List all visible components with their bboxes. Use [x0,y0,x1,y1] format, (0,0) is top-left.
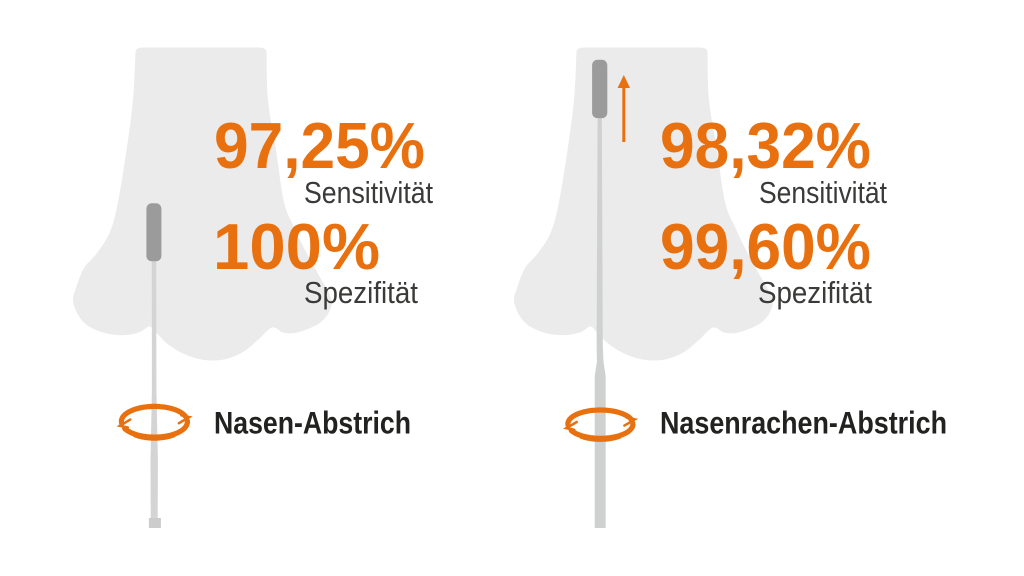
svg-text:Nasenrachen-Abstrich: Nasenrachen-Abstrich [660,405,947,441]
svg-text:97,25%: 97,25% [214,110,425,182]
svg-text:Nasen-Abstrich: Nasen-Abstrich [214,405,411,441]
svg-text:Spezifität: Spezifität [304,275,418,310]
svg-text:99,60%: 99,60% [660,211,871,283]
svg-text:100%: 100% [213,211,380,283]
svg-text:98,32%: 98,32% [660,110,871,182]
svg-text:Sensitivität: Sensitivität [304,175,433,210]
svg-text:Spezifität: Spezifität [758,275,872,310]
svg-text:Sensitivität: Sensitivität [759,175,887,210]
